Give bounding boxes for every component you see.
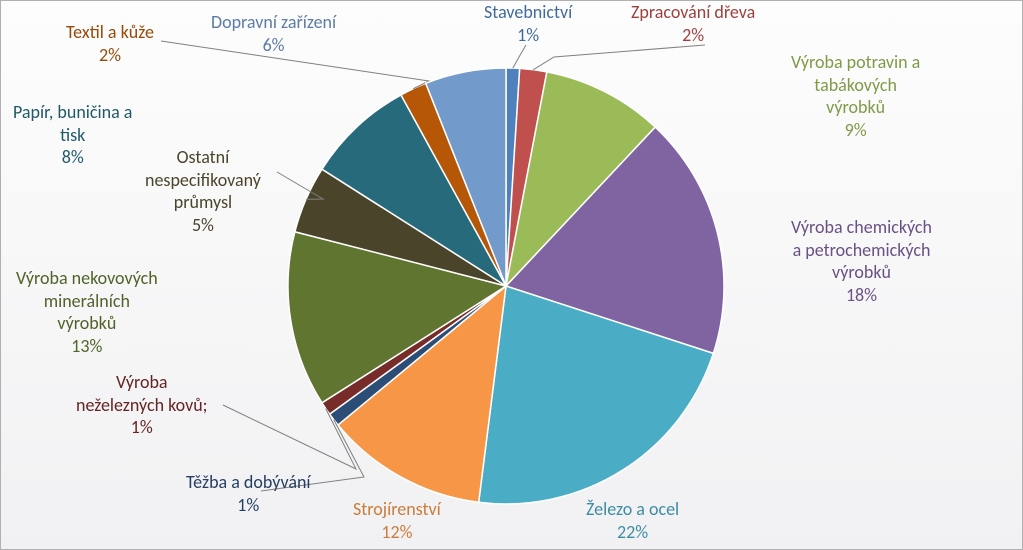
slice-label-percent: 18% — [846, 284, 877, 306]
slice-label-text: Výroba chemických a petrochemických výro… — [791, 216, 932, 283]
slice-label-text: Strojírenství — [353, 498, 441, 520]
slice-label: Papír, buničina a tisk8% — [13, 101, 132, 169]
slice-label-percent: 1% — [237, 494, 259, 516]
slice-label-text: Papír, buničina a tisk — [13, 101, 132, 146]
slice-label: Strojírenství12% — [353, 498, 441, 543]
slice-label-percent: 6% — [263, 34, 285, 56]
slice-label-text: Výroba neželezných kovů; — [76, 371, 208, 416]
slice-label-percent: 2% — [682, 24, 704, 46]
slice-label: Výroba potravin a tabákových výrobků9% — [791, 51, 920, 141]
slice-label-percent: 9% — [845, 119, 867, 141]
slice-label: Železo a ocel22% — [586, 498, 679, 543]
slice-label-percent: 1% — [517, 24, 539, 46]
slice-label-text: Textil a kůže — [66, 21, 154, 43]
slice-label: Těžba a dobývání1% — [186, 471, 311, 516]
slice-label-text: Stavebnictví — [484, 1, 572, 23]
slice-label-text: Zpracování dřeva — [631, 1, 755, 23]
slice-label-percent: 5% — [192, 214, 214, 236]
slice-label-percent: 2% — [99, 44, 121, 66]
leader-line — [513, 45, 526, 68]
slice-label-percent: 12% — [381, 521, 412, 543]
slice-label-text: Dopravní zařízení — [211, 11, 336, 33]
slice-label-percent: 13% — [71, 335, 102, 357]
pie-chart-container: Stavebnictví1%Zpracování dřeva2%Výroba p… — [0, 0, 1023, 550]
slice-label: Textil a kůže2% — [66, 21, 154, 66]
slice-label-percent: 22% — [617, 521, 648, 543]
slice-label: Výroba chemických a petrochemických výro… — [791, 216, 932, 306]
slice-label-percent: 1% — [131, 416, 153, 438]
slice-label-text: Výroba potravin a tabákových výrobků — [791, 51, 920, 118]
slice-label-text: Výroba nekovových minerálních výrobků — [16, 267, 158, 334]
slice-label: Dopravní zařízení6% — [211, 11, 336, 56]
slice-label-text: Železo a ocel — [586, 498, 679, 520]
slice-label: Výroba neželezných kovů;1% — [76, 371, 208, 439]
slice-label: Výroba nekovových minerálních výrobků13% — [16, 267, 158, 357]
slice-label: Zpracování dřeva2% — [631, 1, 755, 46]
leader-line — [533, 45, 705, 70]
slice-label: Ostatní nespecifikovaný průmysl5% — [145, 146, 261, 236]
slice-label: Stavebnictví1% — [484, 1, 572, 46]
slice-label-text: Ostatní nespecifikovaný průmysl — [145, 146, 261, 213]
slice-label-text: Těžba a dobývání — [186, 471, 311, 493]
slice-label-percent: 8% — [62, 146, 84, 168]
